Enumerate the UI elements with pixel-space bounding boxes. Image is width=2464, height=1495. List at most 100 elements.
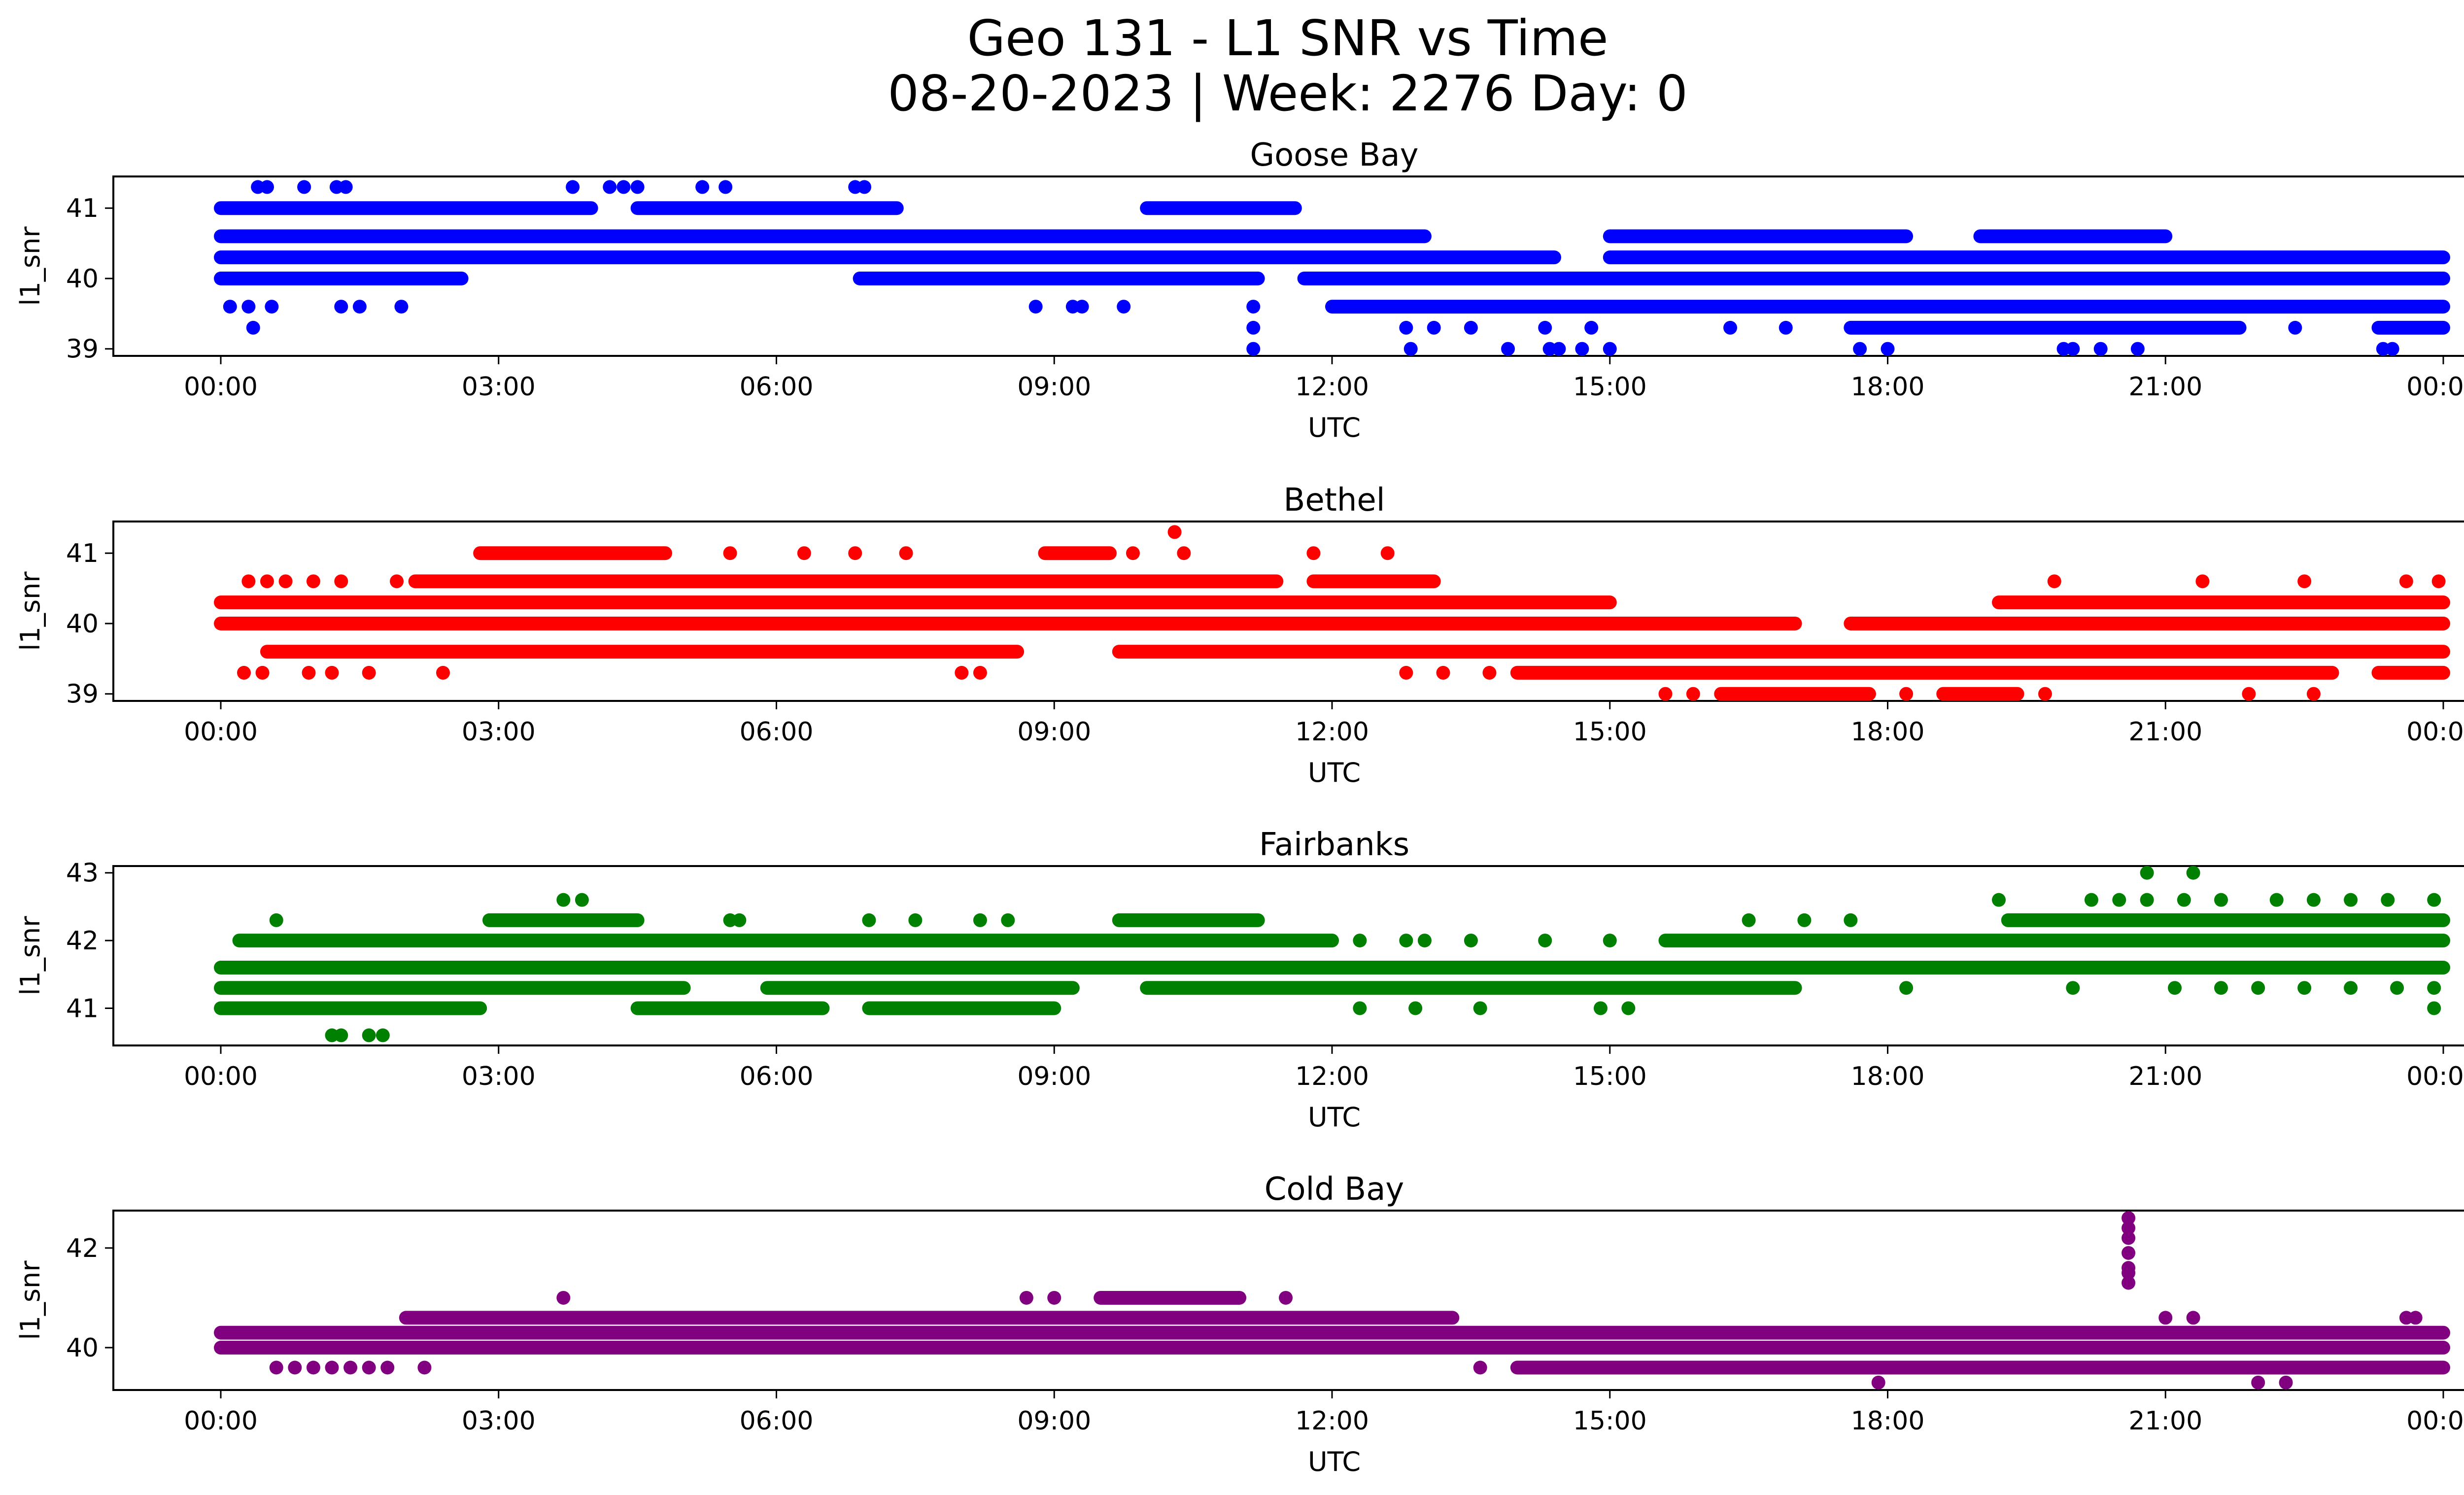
data-point: [1427, 320, 1441, 335]
data-point: [2122, 1276, 2136, 1290]
x-tick-label: 09:00: [1017, 1062, 1091, 1091]
data-point: [380, 1360, 395, 1375]
data-point: [2122, 1246, 2136, 1260]
data-point: [376, 1028, 390, 1043]
axes-frame: [112, 865, 2464, 1046]
y-tick-label: 40: [66, 609, 99, 639]
data-point: [2385, 342, 2399, 356]
data-point: [334, 574, 348, 589]
x-tick-label: 18:00: [1851, 1062, 1925, 1091]
data-point: [2140, 866, 2154, 880]
data-point: [1464, 934, 1478, 948]
data-point: [2122, 1231, 2136, 1245]
data-point: [1899, 687, 1914, 701]
data-point: [362, 1360, 376, 1375]
data-point: [2066, 981, 2080, 995]
data-point: [630, 180, 645, 194]
x-tick-label: 03:00: [462, 717, 536, 747]
data-point: [417, 1360, 432, 1375]
data-point: [352, 300, 367, 314]
data-point: [1658, 687, 1673, 701]
data-point: [2399, 574, 2413, 589]
data-point: [2381, 893, 2395, 907]
data-point: [2038, 687, 2052, 701]
data-point: [1473, 1360, 1487, 1375]
data-point: [1408, 1001, 1423, 1015]
data-point: [2084, 893, 2098, 907]
data-point: [899, 546, 913, 560]
x-tick-label: 12:00: [1295, 717, 1369, 747]
x-tick-label: 03:00: [462, 372, 536, 402]
data-point: [2251, 981, 2265, 995]
data-point: [241, 300, 256, 314]
data-point: [2214, 981, 2228, 995]
x-tick-label: 06:00: [740, 717, 814, 747]
y-tick-label: 41: [66, 539, 99, 568]
x-axis-label: UTC: [1308, 757, 1361, 788]
data-point: [2431, 574, 2446, 589]
data-point: [1686, 687, 1700, 701]
x-tick-label: 18:00: [1851, 1406, 1925, 1436]
data-point: [2390, 981, 2404, 995]
data-point: [2251, 1375, 2265, 1390]
data-point: [2242, 687, 2256, 701]
data-point: [1403, 342, 1418, 356]
data-point: [325, 1360, 339, 1375]
data-point: [1436, 665, 1450, 680]
data-point: [1603, 342, 1617, 356]
x-tick-label: 15:00: [1573, 1062, 1647, 1091]
x-tick-label: 18:00: [1851, 717, 1925, 747]
data-point: [436, 665, 450, 680]
data-point: [2306, 687, 2321, 701]
data-point: [2066, 342, 2080, 356]
data-point: [2122, 1211, 2136, 1225]
data-point: [1279, 1290, 1293, 1305]
data-point: [908, 913, 923, 927]
data-point: [325, 665, 339, 680]
x-axis-label: UTC: [1308, 1446, 1361, 1477]
data-point: [1538, 320, 1552, 335]
data-point: [575, 893, 589, 907]
x-tick-label: 00:00: [2406, 372, 2464, 402]
x-tick-label: 15:00: [1573, 717, 1647, 747]
data-point: [2297, 981, 2312, 995]
subplot-title: Fairbanks: [1259, 827, 1409, 863]
data-point: [1117, 300, 1131, 314]
data-point: [288, 1360, 302, 1375]
x-tick-label: 00:00: [2406, 1062, 2464, 1091]
data-point: [566, 180, 580, 194]
data-point: [1246, 320, 1261, 335]
data-point: [1399, 934, 1413, 948]
data-point: [255, 665, 270, 680]
x-tick-label: 00:00: [184, 1406, 258, 1436]
data-point: [260, 180, 274, 194]
data-point: [2195, 574, 2210, 589]
data-point: [2297, 574, 2312, 589]
data-point: [616, 180, 631, 194]
data-point: [1881, 342, 1895, 356]
y-tick-label: 40: [66, 1333, 99, 1363]
data-point: [1538, 934, 1552, 948]
x-tick-label: 09:00: [1017, 717, 1091, 747]
data-point: [1797, 913, 1812, 927]
data-point: [2112, 893, 2126, 907]
data-point: [1417, 934, 1432, 948]
data-point: [265, 300, 279, 314]
data-point: [1593, 1001, 1608, 1015]
data-point: [1575, 342, 1589, 356]
data-point: [246, 320, 260, 335]
x-tick-label: 00:00: [184, 372, 258, 402]
data-point: [1552, 342, 1566, 356]
data-point: [2214, 893, 2228, 907]
y-tick-label: 39: [66, 680, 99, 709]
data-point: [2344, 981, 2358, 995]
x-tick-label: 21:00: [2128, 717, 2202, 747]
data-point: [1380, 546, 1395, 560]
data-point: [1464, 320, 1478, 335]
data-point: [1306, 546, 1321, 560]
data-point: [1853, 342, 1867, 356]
data-point: [2186, 1311, 2200, 1325]
x-tick-label: 15:00: [1573, 372, 1647, 402]
y-axis-label: l1_snr: [15, 1260, 46, 1340]
x-tick-label: 03:00: [462, 1406, 536, 1436]
